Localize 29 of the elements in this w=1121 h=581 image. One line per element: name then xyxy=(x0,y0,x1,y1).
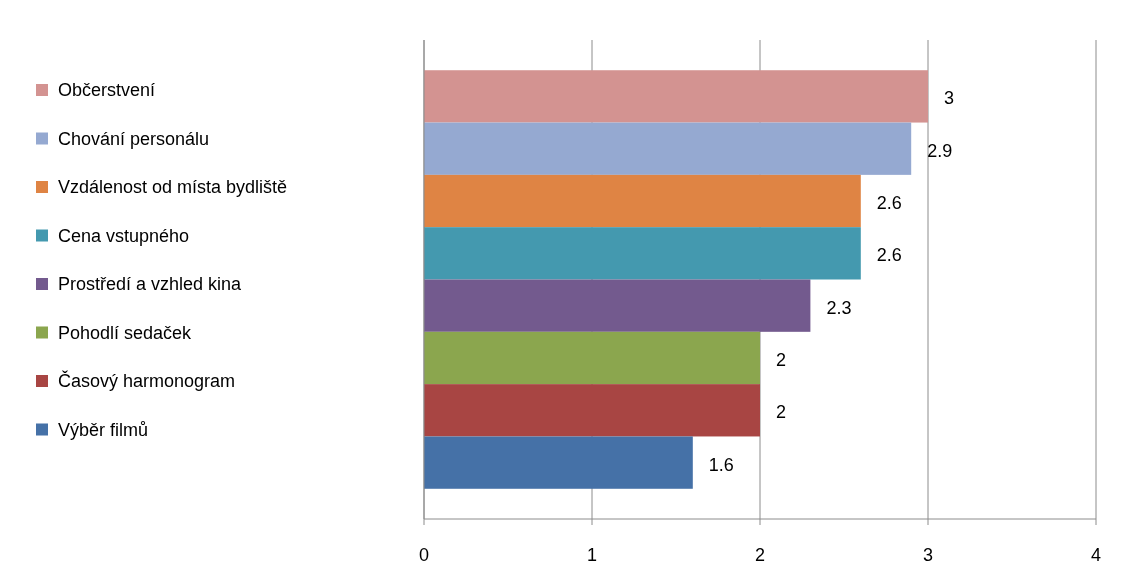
bar xyxy=(424,174,861,228)
bar xyxy=(424,70,928,123)
legend-label: Pohodlí sedaček xyxy=(58,322,193,343)
legend-label: Občerstvení xyxy=(58,80,156,100)
bar xyxy=(424,122,912,175)
data-label: 2.9 xyxy=(927,140,953,161)
data-label: 2.6 xyxy=(876,245,902,266)
data-label: 2 xyxy=(776,402,787,423)
data-label: 1.6 xyxy=(708,454,734,475)
x-tick-label: 0 xyxy=(418,545,430,565)
bar xyxy=(424,384,760,437)
legend-label: Vzdálenost od místa bydliště xyxy=(58,177,288,197)
bar xyxy=(424,436,693,489)
data-label: 2.6 xyxy=(876,193,902,214)
x-tick-label: 4 xyxy=(1090,545,1102,565)
x-tick-label: 3 xyxy=(922,545,934,565)
legend-label: Prostředí a vzhled kina xyxy=(58,274,243,294)
x-tick-label: 2 xyxy=(754,545,766,565)
legend-label: Časový harmonogram xyxy=(58,370,236,391)
data-label: 3 xyxy=(944,88,955,109)
legend-label: Výběr filmů xyxy=(58,419,149,440)
legend-label: Cena vstupného xyxy=(58,225,190,246)
bar xyxy=(424,279,811,332)
legend-label: Chování personálu xyxy=(58,128,210,149)
bar xyxy=(424,227,861,280)
bar xyxy=(424,331,760,385)
data-label: 2 xyxy=(776,349,787,370)
x-tick-label: 1 xyxy=(586,545,598,565)
data-label: 2.3 xyxy=(826,297,852,318)
